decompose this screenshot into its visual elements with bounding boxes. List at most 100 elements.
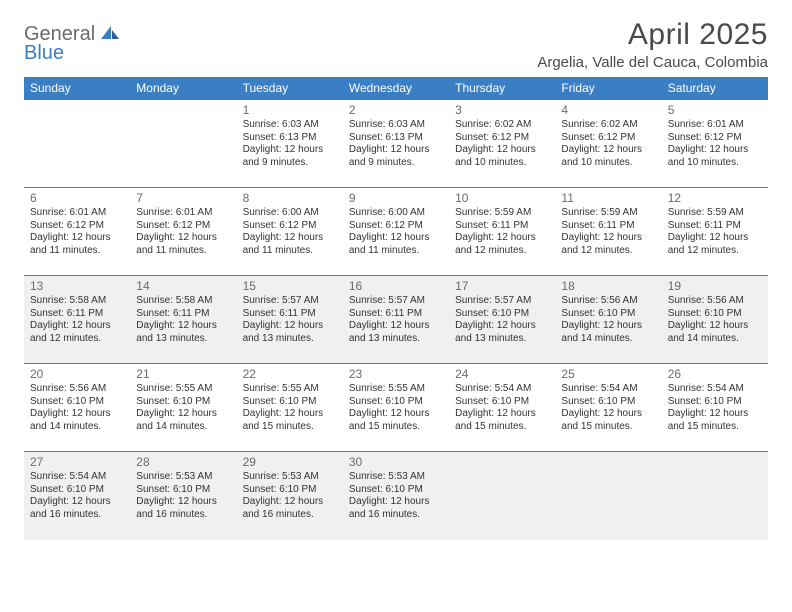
sunrise-text: Sunrise: 5:53 AM — [136, 471, 230, 484]
calendar-day-cell: 14Sunrise: 5:58 AMSunset: 6:11 PMDayligh… — [130, 276, 236, 364]
sunrise-text: Sunrise: 5:56 AM — [30, 383, 124, 396]
day-number: 26 — [668, 367, 762, 382]
sunset-text: Sunset: 6:10 PM — [668, 396, 762, 409]
sunrise-text: Sunrise: 5:58 AM — [30, 295, 124, 308]
sunset-text: Sunset: 6:10 PM — [30, 484, 124, 497]
sunrise-text: Sunrise: 5:55 AM — [243, 383, 337, 396]
calendar-day-cell — [662, 452, 768, 540]
calendar-table: Sunday Monday Tuesday Wednesday Thursday… — [24, 77, 768, 540]
sunrise-text: Sunrise: 5:59 AM — [561, 207, 655, 220]
sunrise-text: Sunrise: 6:03 AM — [349, 119, 443, 132]
day-number: 24 — [455, 367, 549, 382]
day-number: 18 — [561, 279, 655, 294]
daylight-text: Daylight: 12 hours and 12 minutes. — [561, 232, 655, 257]
weekday-header: Sunday — [24, 77, 130, 100]
calendar-day-cell: 6Sunrise: 6:01 AMSunset: 6:12 PMDaylight… — [24, 188, 130, 276]
sunrise-text: Sunrise: 5:56 AM — [561, 295, 655, 308]
sunset-text: Sunset: 6:11 PM — [136, 308, 230, 321]
sunrise-text: Sunrise: 5:54 AM — [455, 383, 549, 396]
daylight-text: Daylight: 12 hours and 14 minutes. — [30, 408, 124, 433]
sunset-text: Sunset: 6:11 PM — [349, 308, 443, 321]
sunset-text: Sunset: 6:12 PM — [561, 132, 655, 145]
calendar-day-cell: 22Sunrise: 5:55 AMSunset: 6:10 PMDayligh… — [237, 364, 343, 452]
calendar-day-cell: 12Sunrise: 5:59 AMSunset: 6:11 PMDayligh… — [662, 188, 768, 276]
daylight-text: Daylight: 12 hours and 13 minutes. — [136, 320, 230, 345]
day-number: 2 — [349, 103, 443, 118]
calendar-day-cell: 28Sunrise: 5:53 AMSunset: 6:10 PMDayligh… — [130, 452, 236, 540]
sunrise-text: Sunrise: 5:55 AM — [349, 383, 443, 396]
sunrise-text: Sunrise: 6:02 AM — [561, 119, 655, 132]
day-number: 16 — [349, 279, 443, 294]
day-number: 25 — [561, 367, 655, 382]
daylight-text: Daylight: 12 hours and 12 minutes. — [668, 232, 762, 257]
calendar-day-cell: 4Sunrise: 6:02 AMSunset: 6:12 PMDaylight… — [555, 100, 661, 188]
daylight-text: Daylight: 12 hours and 10 minutes. — [668, 144, 762, 169]
calendar-day-cell: 1Sunrise: 6:03 AMSunset: 6:13 PMDaylight… — [237, 100, 343, 188]
sunrise-text: Sunrise: 5:58 AM — [136, 295, 230, 308]
sunset-text: Sunset: 6:10 PM — [455, 308, 549, 321]
sunrise-text: Sunrise: 6:00 AM — [349, 207, 443, 220]
sunset-text: Sunset: 6:10 PM — [455, 396, 549, 409]
calendar-header-row: Sunday Monday Tuesday Wednesday Thursday… — [24, 77, 768, 100]
calendar-day-cell: 15Sunrise: 5:57 AMSunset: 6:11 PMDayligh… — [237, 276, 343, 364]
sunrise-text: Sunrise: 6:02 AM — [455, 119, 549, 132]
daylight-text: Daylight: 12 hours and 9 minutes. — [349, 144, 443, 169]
weekday-header: Saturday — [662, 77, 768, 100]
sunset-text: Sunset: 6:10 PM — [561, 396, 655, 409]
day-number: 28 — [136, 455, 230, 470]
sunset-text: Sunset: 6:10 PM — [136, 396, 230, 409]
calendar-day-cell — [24, 100, 130, 188]
calendar-week-row: 20Sunrise: 5:56 AMSunset: 6:10 PMDayligh… — [24, 364, 768, 452]
calendar-day-cell: 10Sunrise: 5:59 AMSunset: 6:11 PMDayligh… — [449, 188, 555, 276]
sunset-text: Sunset: 6:12 PM — [136, 220, 230, 233]
day-number: 20 — [30, 367, 124, 382]
weekday-header: Wednesday — [343, 77, 449, 100]
logo: General Blue — [24, 18, 119, 63]
sunrise-text: Sunrise: 5:59 AM — [668, 207, 762, 220]
sunrise-text: Sunrise: 6:01 AM — [668, 119, 762, 132]
daylight-text: Daylight: 12 hours and 15 minutes. — [668, 408, 762, 433]
day-number: 23 — [349, 367, 443, 382]
daylight-text: Daylight: 12 hours and 11 minutes. — [136, 232, 230, 257]
day-number: 6 — [30, 191, 124, 206]
calendar-day-cell — [555, 452, 661, 540]
day-number: 21 — [136, 367, 230, 382]
sunset-text: Sunset: 6:10 PM — [349, 396, 443, 409]
sunset-text: Sunset: 6:13 PM — [243, 132, 337, 145]
sunset-text: Sunset: 6:12 PM — [668, 132, 762, 145]
sunset-text: Sunset: 6:12 PM — [455, 132, 549, 145]
sunrise-text: Sunrise: 5:53 AM — [243, 471, 337, 484]
calendar-day-cell: 13Sunrise: 5:58 AMSunset: 6:11 PMDayligh… — [24, 276, 130, 364]
day-number: 10 — [455, 191, 549, 206]
calendar-day-cell: 19Sunrise: 5:56 AMSunset: 6:10 PMDayligh… — [662, 276, 768, 364]
sunrise-text: Sunrise: 6:00 AM — [243, 207, 337, 220]
daylight-text: Daylight: 12 hours and 13 minutes. — [349, 320, 443, 345]
day-number: 22 — [243, 367, 337, 382]
day-number: 5 — [668, 103, 762, 118]
daylight-text: Daylight: 12 hours and 15 minutes. — [349, 408, 443, 433]
sunrise-text: Sunrise: 6:03 AM — [243, 119, 337, 132]
calendar-day-cell — [449, 452, 555, 540]
day-number: 30 — [349, 455, 443, 470]
daylight-text: Daylight: 12 hours and 11 minutes. — [243, 232, 337, 257]
sunrise-text: Sunrise: 5:54 AM — [668, 383, 762, 396]
sunset-text: Sunset: 6:13 PM — [349, 132, 443, 145]
logo-sail-icon — [101, 26, 119, 40]
daylight-text: Daylight: 12 hours and 15 minutes. — [561, 408, 655, 433]
calendar-day-cell: 5Sunrise: 6:01 AMSunset: 6:12 PMDaylight… — [662, 100, 768, 188]
daylight-text: Daylight: 12 hours and 11 minutes. — [30, 232, 124, 257]
sunset-text: Sunset: 6:10 PM — [561, 308, 655, 321]
calendar-day-cell: 24Sunrise: 5:54 AMSunset: 6:10 PMDayligh… — [449, 364, 555, 452]
daylight-text: Daylight: 12 hours and 14 minutes. — [668, 320, 762, 345]
sunset-text: Sunset: 6:12 PM — [30, 220, 124, 233]
sunrise-text: Sunrise: 5:59 AM — [455, 207, 549, 220]
sunrise-text: Sunrise: 5:57 AM — [349, 295, 443, 308]
calendar-day-cell: 25Sunrise: 5:54 AMSunset: 6:10 PMDayligh… — [555, 364, 661, 452]
daylight-text: Daylight: 12 hours and 16 minutes. — [136, 496, 230, 521]
calendar-day-cell: 3Sunrise: 6:02 AMSunset: 6:12 PMDaylight… — [449, 100, 555, 188]
header: General Blue April 2025 Argelia, Valle d… — [24, 18, 768, 71]
title-block: April 2025 Argelia, Valle del Cauca, Col… — [537, 18, 768, 71]
sunset-text: Sunset: 6:10 PM — [243, 484, 337, 497]
daylight-text: Daylight: 12 hours and 11 minutes. — [349, 232, 443, 257]
calendar-week-row: 27Sunrise: 5:54 AMSunset: 6:10 PMDayligh… — [24, 452, 768, 540]
